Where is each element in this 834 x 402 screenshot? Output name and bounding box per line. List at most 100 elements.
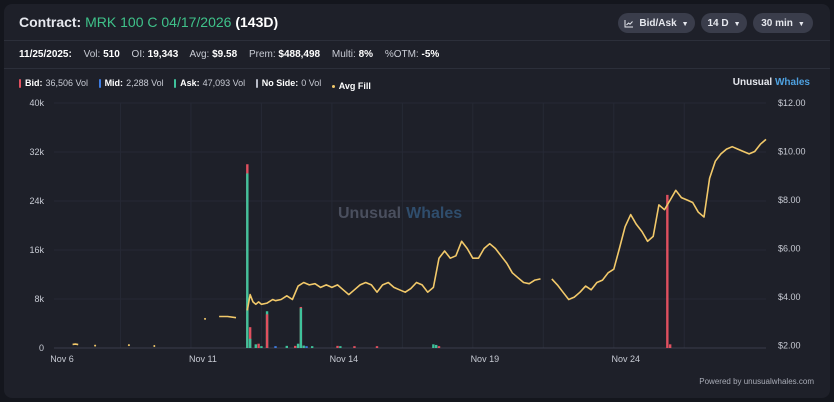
y-right-tick-label: $6.00 <box>778 244 801 254</box>
bid-ask-label: Bid/Ask <box>639 17 677 29</box>
volume-bar-ask <box>299 308 303 348</box>
legend-avg-fill[interactable]: Avg Fill <box>331 81 374 91</box>
chevron-down-icon: ▼ <box>733 20 741 28</box>
chevron-down-icon: ▼ <box>681 20 689 28</box>
multi-value: 8% <box>358 49 374 60</box>
chevron-down-icon: ▼ <box>797 20 805 28</box>
volume-bar-mid <box>305 346 308 348</box>
y-axis-right: $2.00 $4.00 $6.00 $8.00 $10.00 $12.00 <box>778 98 806 351</box>
y-axis-left: 0 8k 16k 24k 32k 40k <box>29 98 44 353</box>
y-right-tick-label: $12.00 <box>778 98 806 108</box>
volume-bar-ask <box>432 344 435 348</box>
prem-label: Prem: <box>248 49 276 60</box>
avg-fill-point <box>204 317 207 320</box>
range-label: 14 D <box>707 17 729 29</box>
volume-bar-bid <box>248 327 252 348</box>
volume-bar-bid <box>353 346 356 348</box>
interval-dropdown[interactable]: 30 min ▼ <box>753 13 813 33</box>
volume-bar-bid <box>437 346 441 348</box>
oi-value: 19,343 <box>147 49 179 60</box>
range-dropdown[interactable]: 14 D ▼ <box>701 13 747 33</box>
volume-bars <box>246 164 672 348</box>
legend-bid-label: Bid: <box>25 78 43 88</box>
legend-mid[interactable]: Mid: 2,288 Vol <box>98 78 164 88</box>
legend-avg-fill-label: Avg Fill <box>338 81 371 91</box>
x-tick-label: Nov 6 <box>50 354 74 364</box>
volume-bar-ask <box>254 344 257 348</box>
brand-logo-text: Unusual Whales <box>733 77 810 88</box>
oi-label: OI: <box>131 49 145 60</box>
legend-no-side-value: 0 Vol <box>301 78 322 88</box>
otm-value: -5% <box>421 49 440 60</box>
interval-label: 30 min <box>761 17 793 29</box>
volume-bar-bid <box>294 345 297 348</box>
legend-ask-label: Ask: <box>180 78 200 88</box>
volume-bar-bid <box>375 346 379 348</box>
divider <box>4 68 830 69</box>
chart-icon <box>624 19 634 27</box>
watermark: Unusual Whales <box>338 205 462 222</box>
contract-dte: (143D) <box>235 14 279 30</box>
contract-label: Contract: <box>19 14 82 30</box>
volume-bar-ask <box>302 345 305 348</box>
multi-label: Multi: <box>331 49 356 60</box>
vol-label: Vol: <box>83 49 101 60</box>
volume-price-chart: Unusual Whales 0 8k 16k 24k 32k 40k $2.00 $4.00… <box>29 98 806 364</box>
volume-bar-bid <box>666 194 669 348</box>
y-right-tick-label: $4.00 <box>778 292 801 302</box>
y-left-tick-label: 24k <box>29 196 44 206</box>
avg-fill-segment <box>246 240 541 311</box>
prem-value: $488,498 <box>278 49 321 60</box>
y-left-tick-label: 16k <box>29 245 44 255</box>
y-right-tick-label: $8.00 <box>778 195 801 205</box>
volume-bar-bid <box>668 344 672 348</box>
avg-fill-point <box>127 344 130 347</box>
legend-bid[interactable]: Bid: 36,506 Vol <box>19 78 88 88</box>
avg-fill-segment <box>72 343 79 346</box>
otm-label: %OTM: <box>384 49 419 60</box>
chart-card: Contract: MRK 100 C 04/17/2026 (143D) Bi… <box>4 4 830 398</box>
contract-title: Contract: MRK 100 C 04/17/2026 (143D) <box>19 14 278 30</box>
chart-legend: Bid: 36,506 Vol Mid: 2,288 Vol Ask: 47,093 … <box>19 78 382 91</box>
volume-bar-ask <box>246 173 249 348</box>
legend-mid-value: 2,288 Vol <box>126 78 164 88</box>
volume-bar-ask <box>248 338 252 348</box>
bid-ask-dropdown[interactable]: Bid/Ask ▼ <box>618 13 695 33</box>
x-tick-label: Nov 24 <box>612 354 641 364</box>
legend-mid-label: Mid: <box>104 78 124 88</box>
stats-date: 11/25/2025: <box>19 49 72 60</box>
brand-part1: Unusual <box>732 77 773 88</box>
volume-bar-ask <box>260 346 263 348</box>
y-left-tick-label: 0 <box>39 343 44 353</box>
avg-fill-segment <box>219 315 237 319</box>
avg-value: $9.58 <box>212 49 238 60</box>
legend-ask[interactable]: Ask: 47,093 Vol <box>174 78 245 88</box>
y-right-tick-label: $10.00 <box>778 147 806 157</box>
volume-bar-bid <box>336 345 339 348</box>
avg-fill-line <box>72 138 767 348</box>
volume-bar-ask <box>285 345 288 348</box>
legend-bid-value: 36,506 Vol <box>45 78 89 88</box>
x-tick-label: Nov 14 <box>330 354 359 364</box>
legend-ask-value: 47,093 Vol <box>202 78 246 88</box>
volume-bar-ask <box>310 346 314 348</box>
volume-bar-bid <box>257 343 260 348</box>
x-axis: Nov 6 Nov 11 Nov 14 Nov 19 Nov 24 <box>50 354 640 364</box>
volume-bar-mid <box>274 346 277 348</box>
legend-no-side[interactable]: No Side: 0 Vol <box>255 78 322 88</box>
contract-symbol: MRK 100 C 04/17/2026 <box>85 14 232 30</box>
header-bar: Contract: MRK 100 C 04/17/2026 (143D) Bi… <box>4 4 830 41</box>
brand-part2: Whales <box>774 77 810 88</box>
stats-row: 11/25/2025: Vol: 510 OI: 19,343 Avg: $9.… <box>19 49 448 60</box>
legend-no-side-label: No Side: <box>261 78 299 88</box>
avg-fill-segment <box>551 138 767 301</box>
x-tick-label: Nov 19 <box>471 354 500 364</box>
y-left-tick-label: 40k <box>29 98 44 108</box>
y-right-tick-label: $2.00 <box>778 341 801 351</box>
chart-grid <box>54 102 766 349</box>
volume-bar-bid <box>265 314 269 348</box>
y-left-tick-label: 32k <box>29 147 44 157</box>
x-tick-label: Nov 11 <box>189 354 217 364</box>
avg-label: Avg: <box>189 49 210 60</box>
avg-fill-point <box>153 345 156 348</box>
